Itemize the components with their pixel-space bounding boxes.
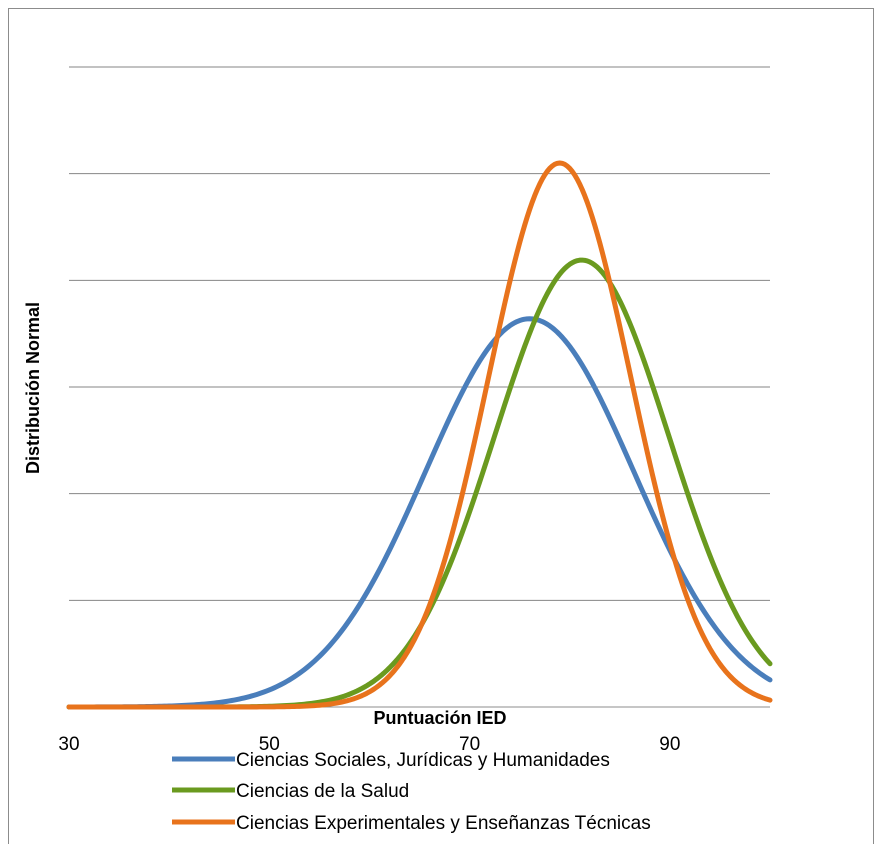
x-tick-labels: 30 50 70 90 — [58, 734, 680, 755]
legend-entry-label: Ciencias de la Salud — [236, 781, 409, 802]
y-axis-title: Distribución Normal — [23, 302, 43, 474]
x-tick-label: 30 — [58, 734, 79, 755]
legend-entry-label: Ciencias Experimentales y Enseñanzas Téc… — [236, 813, 651, 834]
x-tick-label: 70 — [459, 734, 480, 755]
legend-entry-label: Ciencias Sociales, Jurídicas y Humanidad… — [236, 750, 610, 771]
series-line-1 — [66, 316, 773, 710]
series-line-3 — [66, 160, 773, 710]
x-tick-label: 50 — [259, 734, 280, 755]
x-axis-title: Puntuación IED — [373, 708, 506, 728]
legend: Ciencias Sociales, Jurídicas y Humanidad… — [172, 750, 651, 834]
chart-frame — [8, 8, 874, 844]
x-tick-label: 90 — [659, 734, 680, 755]
gridlines — [69, 66, 770, 708]
series-lines — [66, 160, 773, 710]
